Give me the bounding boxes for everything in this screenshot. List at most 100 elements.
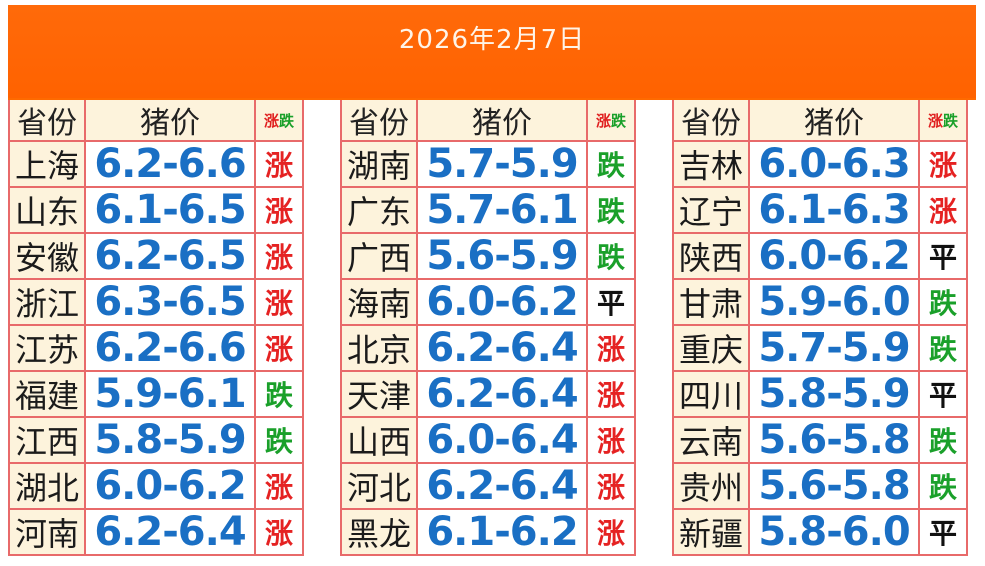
price-table-left: 省份 猪价涨跌上海 6.2-6.6 涨山东 6.1-6.5 涨安徽 6.2-6.5 涨浙江 6.… xyxy=(8,100,304,561)
price-range: 6.0-6.2 xyxy=(86,463,256,510)
price-range: 5.9-6.1 xyxy=(86,371,256,418)
province-name: 广东 xyxy=(340,188,418,234)
price-range: 6.2-6.4 xyxy=(418,463,588,510)
trend-indicator: 涨 xyxy=(920,142,968,188)
province-name: 甘肃 xyxy=(672,280,750,326)
province-name: 海南 xyxy=(340,280,418,326)
price-range: 6.1-6.2 xyxy=(418,509,588,556)
column-divider xyxy=(306,100,336,561)
page-title: 2026年2月7日 xyxy=(398,25,586,55)
price-table-right: 省份 猪价涨跌吉林 6.0-6.3 涨辽宁 6.1-6.3 涨陕西 6.0-6.2 平甘肃 5.… xyxy=(672,100,968,561)
header-trend-down: 跌 xyxy=(279,111,295,130)
province-name: 黑龙 xyxy=(340,510,418,556)
trend-indicator: 跌 xyxy=(256,372,304,418)
price-range: 6.2-6.6 xyxy=(86,325,256,372)
trend-indicator: 涨 xyxy=(588,464,636,510)
price-range: 6.2-6.4 xyxy=(418,325,588,372)
province-name: 北京 xyxy=(340,326,418,372)
price-grid: 省份 猪价涨跌上海 6.2-6.6 涨山东 6.1-6.5 涨安徽 6.2-6.5 涨浙江 6.… xyxy=(8,100,976,561)
trend-indicator: 跌 xyxy=(588,142,636,188)
trend-indicator: 跌 xyxy=(920,280,968,326)
province-name: 四川 xyxy=(672,372,750,418)
header-trend-up: 涨 xyxy=(595,111,611,130)
trend-indicator: 平 xyxy=(920,510,968,556)
price-range: 6.2-6.5 xyxy=(86,233,256,280)
trend-indicator: 涨 xyxy=(256,510,304,556)
province-name: 天津 xyxy=(340,372,418,418)
province-name: 江苏 xyxy=(8,326,86,372)
province-name: 湖南 xyxy=(340,142,418,188)
trend-indicator: 涨 xyxy=(588,326,636,372)
header-price: 猪价 xyxy=(750,100,920,142)
header-province: 省份 xyxy=(672,100,750,142)
trend-indicator: 跌 xyxy=(920,418,968,464)
price-board: 2026年2月7日 省份 猪价涨跌上海 6.2-6.6 涨山东 6.1-6.5 涨安徽 6.… xyxy=(8,5,976,561)
header-trend: 涨跌 xyxy=(920,100,968,142)
province-name: 陕西 xyxy=(672,234,750,280)
trend-indicator: 涨 xyxy=(588,510,636,556)
price-range: 6.1-6.5 xyxy=(86,187,256,234)
trend-indicator: 涨 xyxy=(256,234,304,280)
price-range: 5.7-5.9 xyxy=(418,141,588,188)
price-range: 5.6-5.8 xyxy=(750,463,920,510)
header-trend-down: 跌 xyxy=(943,111,959,130)
province-name: 山东 xyxy=(8,188,86,234)
column-divider xyxy=(638,100,668,561)
trend-indicator: 平 xyxy=(920,234,968,280)
trend-indicator: 涨 xyxy=(588,372,636,418)
header-trend-down: 跌 xyxy=(611,111,627,130)
price-range: 6.2-6.6 xyxy=(86,141,256,188)
price-range: 6.0-6.2 xyxy=(750,233,920,280)
header-province: 省份 xyxy=(340,100,418,142)
price-range: 5.8-5.9 xyxy=(750,371,920,418)
province-name: 辽宁 xyxy=(672,188,750,234)
price-range: 5.8-6.0 xyxy=(750,509,920,556)
header-trend: 涨跌 xyxy=(588,100,636,142)
province-name: 河北 xyxy=(340,464,418,510)
price-range: 6.0-6.3 xyxy=(750,141,920,188)
province-name: 吉林 xyxy=(672,142,750,188)
trend-indicator: 跌 xyxy=(588,234,636,280)
price-range: 6.1-6.3 xyxy=(750,187,920,234)
trend-indicator: 涨 xyxy=(256,326,304,372)
province-name: 新疆 xyxy=(672,510,750,556)
price-range: 5.6-5.8 xyxy=(750,417,920,464)
province-name: 重庆 xyxy=(672,326,750,372)
province-name: 贵州 xyxy=(672,464,750,510)
price-range: 6.2-6.4 xyxy=(418,371,588,418)
province-name: 云南 xyxy=(672,418,750,464)
province-name: 广西 xyxy=(340,234,418,280)
province-name: 江西 xyxy=(8,418,86,464)
trend-indicator: 涨 xyxy=(256,280,304,326)
trend-indicator: 跌 xyxy=(588,188,636,234)
trend-indicator: 跌 xyxy=(256,418,304,464)
trend-indicator: 涨 xyxy=(256,464,304,510)
price-range: 6.2-6.4 xyxy=(86,509,256,556)
price-range: 6.0-6.4 xyxy=(418,417,588,464)
price-table-middle: 省份 猪价涨跌湖南 5.7-5.9 跌广东 5.7-6.1 跌广西 5.6-5.9 跌海南 6.… xyxy=(340,100,636,561)
header-trend: 涨跌 xyxy=(256,100,304,142)
trend-indicator: 平 xyxy=(588,280,636,326)
header-province: 省份 xyxy=(8,100,86,142)
province-name: 上海 xyxy=(8,142,86,188)
trend-indicator: 涨 xyxy=(920,188,968,234)
trend-indicator: 涨 xyxy=(256,188,304,234)
header-trend-up: 涨 xyxy=(927,111,943,130)
province-name: 湖北 xyxy=(8,464,86,510)
trend-indicator: 涨 xyxy=(256,142,304,188)
province-name: 浙江 xyxy=(8,280,86,326)
price-range: 5.7-6.1 xyxy=(418,187,588,234)
price-range: 6.0-6.2 xyxy=(418,279,588,326)
province-name: 山西 xyxy=(340,418,418,464)
price-range: 5.6-5.9 xyxy=(418,233,588,280)
header-trend-up: 涨 xyxy=(263,111,279,130)
price-range: 5.7-5.9 xyxy=(750,325,920,372)
province-name: 福建 xyxy=(8,372,86,418)
header-price: 猪价 xyxy=(86,100,256,142)
trend-indicator: 平 xyxy=(920,372,968,418)
trend-indicator: 跌 xyxy=(920,464,968,510)
price-range: 5.8-5.9 xyxy=(86,417,256,464)
title-banner: 2026年2月7日 xyxy=(8,5,976,98)
trend-indicator: 跌 xyxy=(920,326,968,372)
price-range: 5.9-6.0 xyxy=(750,279,920,326)
